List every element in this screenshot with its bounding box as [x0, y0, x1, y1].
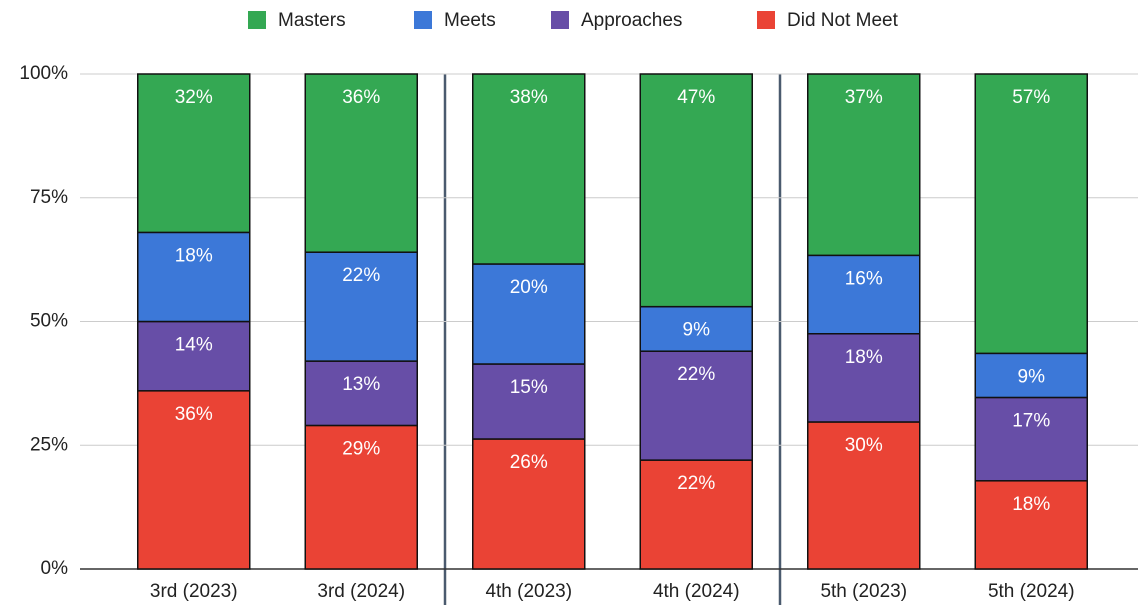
x-tick-label: 3rd (2023) [150, 581, 238, 602]
bar-segment [807, 73, 921, 257]
data-label: 18% [175, 245, 213, 266]
data-label: 32% [175, 87, 213, 108]
bar-segment [137, 73, 251, 234]
legend-swatch [551, 11, 569, 29]
legend-swatch [757, 11, 775, 29]
legend-label: Masters [278, 10, 346, 31]
bar-segment [639, 350, 753, 461]
data-label: 9% [683, 320, 711, 341]
x-tick-label: 5th (2024) [988, 581, 1075, 602]
y-tick-label: 25% [30, 434, 68, 455]
bar-segment [639, 459, 753, 570]
data-label: 37% [845, 87, 883, 108]
legend-swatch [414, 11, 432, 29]
data-label: 13% [342, 374, 380, 395]
legend-label: Approaches [581, 10, 682, 31]
data-label: 22% [677, 364, 715, 385]
bar-segment [974, 396, 1088, 482]
data-label: 57% [1012, 87, 1050, 108]
bar-segment [472, 363, 586, 440]
data-label: 18% [845, 347, 883, 368]
x-tick-label: 4th (2023) [485, 581, 572, 602]
bar-segment [639, 73, 753, 308]
y-tick-label: 50% [30, 311, 68, 332]
y-tick-label: 75% [30, 187, 68, 208]
data-label: 18% [1012, 494, 1050, 515]
data-label: 22% [342, 265, 380, 286]
bar-segment [974, 480, 1088, 570]
legend-label: Meets [444, 10, 496, 31]
bar-segment [807, 333, 921, 423]
data-label: 38% [510, 87, 548, 108]
data-label: 16% [845, 268, 883, 289]
y-tick-label: 0% [41, 558, 69, 579]
bar-segment [974, 73, 1088, 355]
bar-segment [807, 421, 921, 570]
data-label: 14% [175, 335, 213, 356]
y-tick-label: 100% [19, 63, 68, 84]
x-tick-label: 4th (2024) [653, 581, 740, 602]
x-tick-label: 3rd (2024) [317, 581, 405, 602]
data-label: 15% [510, 377, 548, 398]
bar-segment [137, 231, 251, 323]
bar-segment [304, 360, 418, 427]
data-label: 9% [1018, 366, 1046, 387]
data-label: 47% [677, 87, 715, 108]
bar-segment [472, 438, 586, 570]
data-label: 36% [342, 87, 380, 108]
data-label: 30% [845, 435, 883, 456]
bar-segment [639, 305, 753, 352]
data-label: 36% [175, 404, 213, 425]
bar-segment [304, 73, 418, 253]
bar-segment [137, 320, 251, 392]
data-label: 26% [510, 452, 548, 473]
bar-segment [472, 73, 586, 265]
data-label: 17% [1012, 410, 1050, 431]
legend-label: Did Not Meet [787, 10, 899, 31]
bar-segment [137, 390, 251, 570]
data-label: 20% [510, 277, 548, 298]
bar-segment [304, 251, 418, 362]
legend-swatch [248, 11, 266, 29]
data-label: 29% [342, 438, 380, 459]
bar-segment [304, 424, 418, 570]
data-label: 22% [677, 473, 715, 494]
bar-segment [807, 254, 921, 335]
bar-segment [472, 263, 586, 365]
x-tick-label: 5th (2023) [820, 581, 907, 602]
